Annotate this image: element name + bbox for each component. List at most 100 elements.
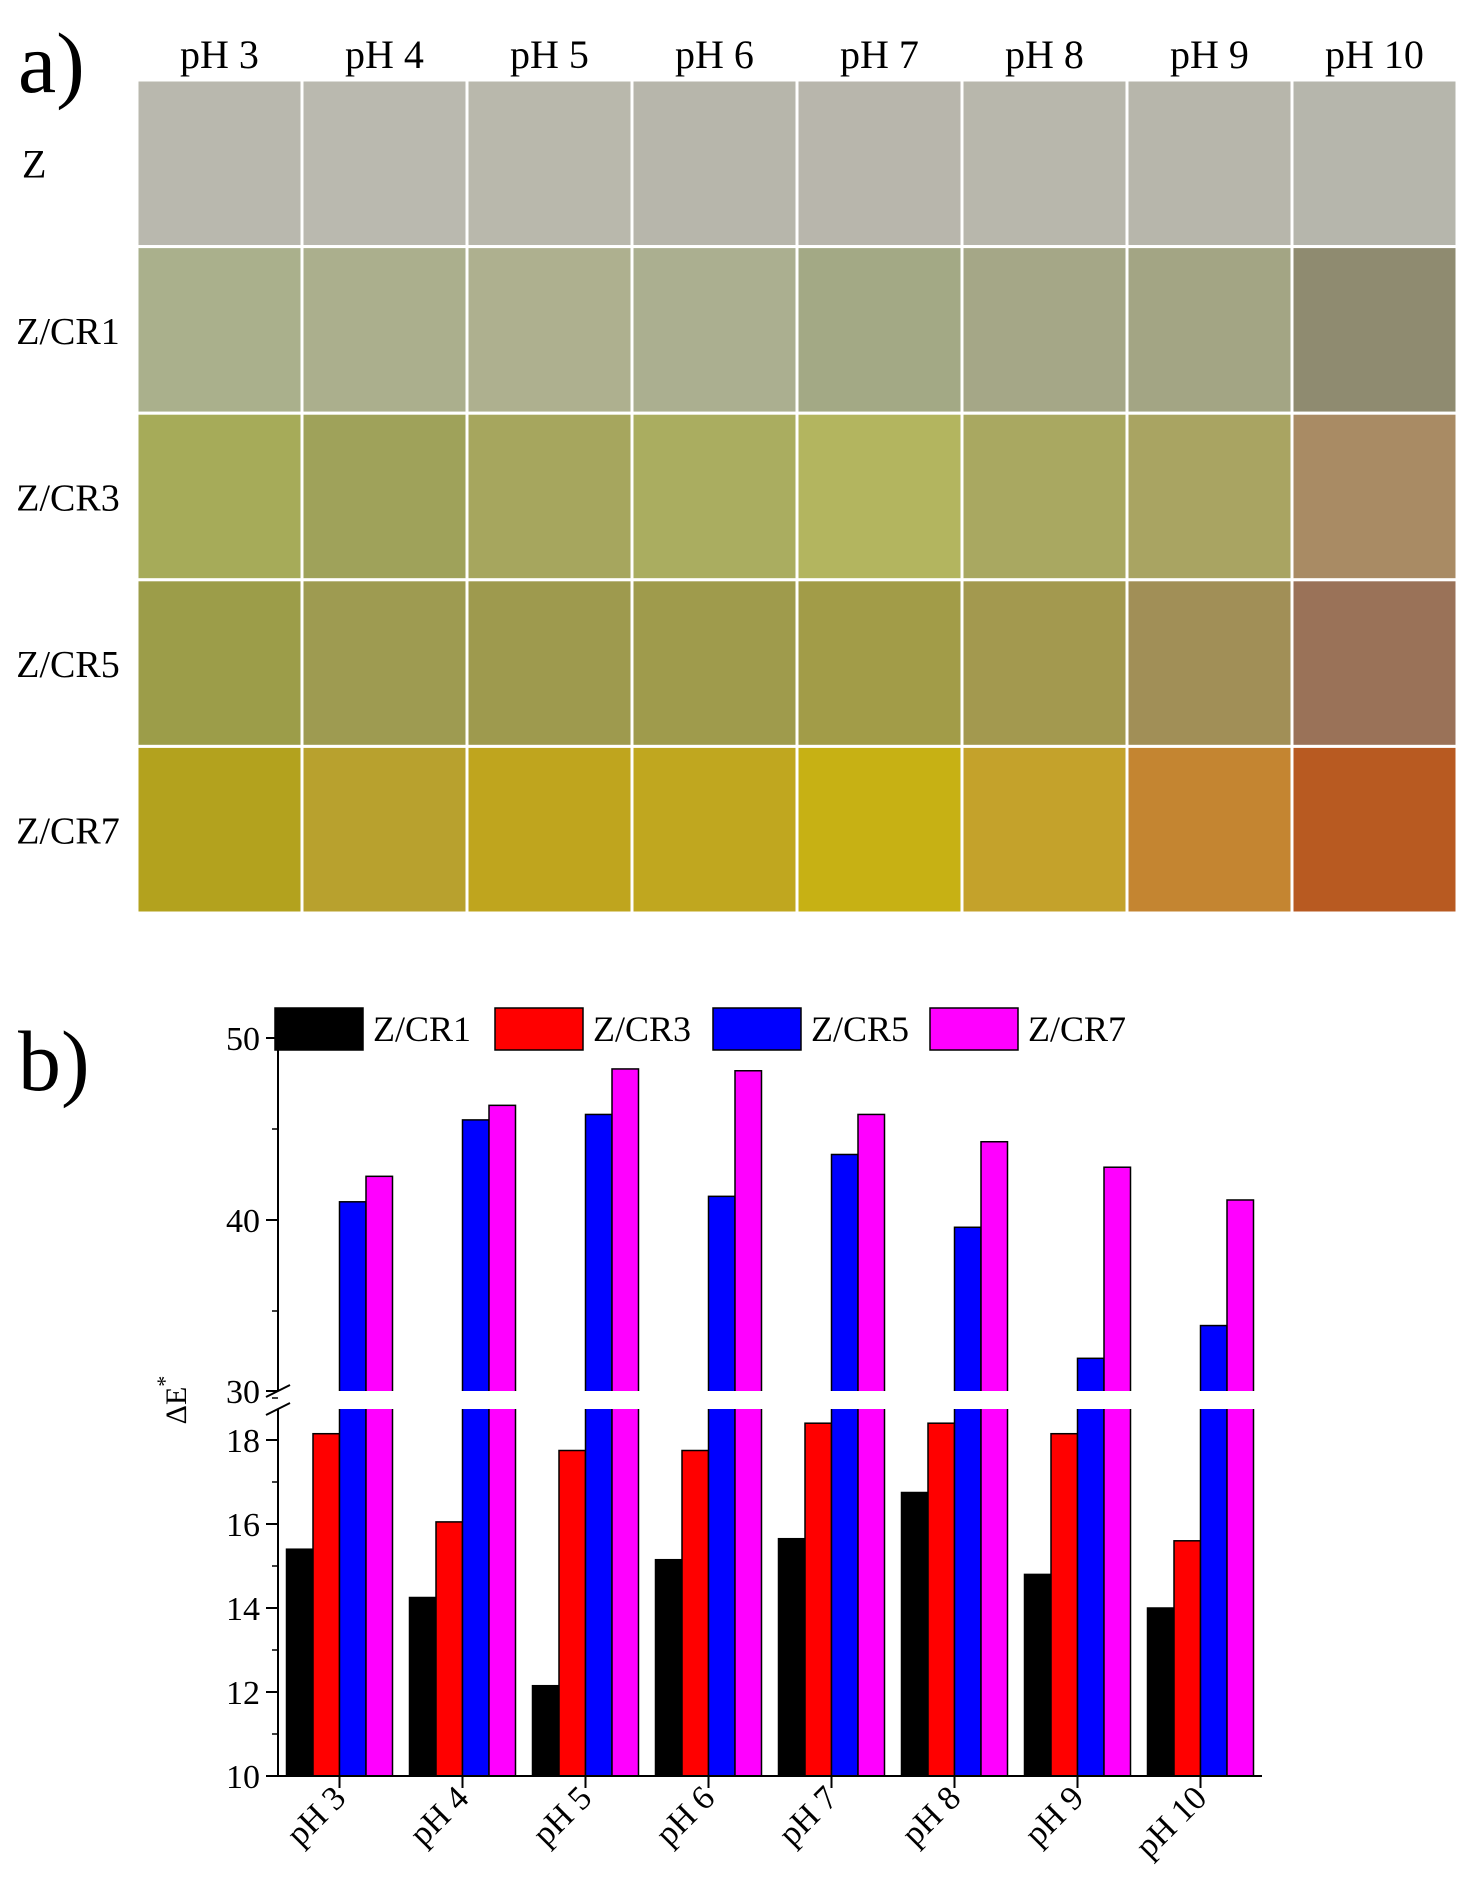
film-swatch <box>1290 78 1459 249</box>
film-swatch <box>300 245 469 415</box>
bar-z-cr5-ph3 <box>338 1201 367 1777</box>
film-swatch <box>1125 578 1294 748</box>
film-swatch <box>630 578 799 748</box>
row-label: Z <box>22 141 46 186</box>
column-header: pH 3 <box>180 32 259 77</box>
bar-z-cr1-ph7 <box>777 1537 806 1777</box>
bar-z-cr5-ph5 <box>584 1113 613 1777</box>
bar-z-cr3-ph4 <box>435 1521 464 1777</box>
film-swatch <box>1290 245 1459 415</box>
film-swatch <box>795 78 964 249</box>
column-header: pH 6 <box>675 32 754 77</box>
film-swatch <box>795 245 964 415</box>
legend-swatch <box>274 1007 364 1051</box>
row-label: Z/CR7 <box>16 811 119 853</box>
film-swatch <box>465 578 634 748</box>
film-swatch <box>135 245 304 415</box>
bar-z-cr1-ph8 <box>900 1491 929 1777</box>
film-swatch <box>1125 411 1294 582</box>
legend-swatch <box>712 1007 802 1051</box>
film-swatch <box>465 411 634 582</box>
panel-a-swatch-grid <box>135 78 1459 915</box>
bar-z-cr3-ph10 <box>1173 1540 1202 1777</box>
legend: Z/CR1 Z/CR3 Z/CR5 Z/CR7 <box>274 1007 1126 1051</box>
panel-b-label: b) <box>18 1013 90 1109</box>
bar-z-cr5-ph6 <box>707 1195 736 1777</box>
legend-swatch <box>929 1007 1019 1051</box>
bar-z-cr1-ph4 <box>408 1596 437 1777</box>
film-swatch <box>960 578 1129 748</box>
y-tick-label: 50 <box>226 1021 260 1058</box>
column-header: pH 9 <box>1170 32 1249 77</box>
legend-swatch <box>494 1007 584 1051</box>
legend-label: Z/CR5 <box>811 1009 909 1049</box>
bar-z-cr3-ph9 <box>1050 1432 1079 1777</box>
y-tick-label: 10 <box>226 1759 260 1796</box>
bar-z-cr7-ph3 <box>365 1175 394 1777</box>
film-swatch <box>300 744 469 915</box>
bar-z-cr7-ph10 <box>1226 1199 1255 1777</box>
y-axis-label-text: ΔE <box>160 1387 193 1425</box>
bar-z-cr7-ph7 <box>857 1113 886 1777</box>
bar-z-cr1-ph10 <box>1146 1607 1175 1777</box>
bar-z-cr5-ph9 <box>1076 1357 1105 1777</box>
film-swatch <box>300 411 469 582</box>
x-tick-label: pH 9 <box>1018 1779 1092 1853</box>
y-tick-label: 16 <box>226 1507 260 1544</box>
column-header: pH 5 <box>510 32 589 77</box>
bar-z-cr1-ph5 <box>531 1684 560 1777</box>
bar-z-cr7-ph9 <box>1103 1166 1132 1777</box>
column-header: pH 8 <box>1005 32 1084 77</box>
film-swatch <box>960 744 1129 915</box>
film-swatch <box>795 744 964 915</box>
y-axis-label: ΔE* <box>152 1376 193 1425</box>
film-swatch <box>1290 744 1459 915</box>
y-tick-label: 12 <box>226 1675 260 1712</box>
film-swatch <box>1125 744 1294 915</box>
row-label: Z/CR5 <box>16 644 119 686</box>
bar-z-cr1-ph6 <box>654 1558 683 1777</box>
film-swatch <box>630 411 799 582</box>
film-swatch <box>300 78 469 249</box>
bar-z-cr5-ph4 <box>461 1119 490 1777</box>
film-swatch <box>300 578 469 748</box>
film-swatch <box>465 78 634 249</box>
y-tick-label: 18 <box>226 1423 260 1460</box>
bar-z-cr7-ph6 <box>734 1070 763 1777</box>
bar-z-cr1-ph9 <box>1023 1573 1052 1777</box>
x-tick-label: pH 6 <box>649 1779 723 1853</box>
column-header: pH 10 <box>1325 32 1424 77</box>
film-swatch <box>960 411 1129 582</box>
bar-z-cr3-ph7 <box>804 1422 833 1777</box>
column-header: pH 4 <box>345 32 424 77</box>
film-swatch <box>1125 245 1294 415</box>
film-swatch <box>465 744 634 915</box>
legend-label: Z/CR7 <box>1028 1009 1126 1049</box>
panel-a-column-headers: pH 3 pH 4 pH 5 pH 6 pH 7 pH 8 pH 9 pH 10 <box>180 32 1424 77</box>
bar-z-cr3-ph6 <box>681 1449 710 1777</box>
bar-z-cr5-ph8 <box>953 1226 982 1777</box>
film-swatch <box>465 245 634 415</box>
film-swatch <box>135 78 304 249</box>
film-swatch <box>795 578 964 748</box>
bar-z-cr3-ph5 <box>558 1449 587 1777</box>
y-tick-label: 14 <box>226 1591 260 1628</box>
film-swatch <box>1125 78 1294 249</box>
panel-a-row-labels: Z Z/CR1 Z/CR3 Z/CR5 Z/CR7 <box>16 141 119 852</box>
film-swatch <box>135 744 304 915</box>
legend-label: Z/CR1 <box>373 1009 471 1049</box>
film-swatch <box>960 245 1129 415</box>
panel-a-label: a) <box>18 15 85 111</box>
film-swatch <box>795 411 964 582</box>
y-tick-label: 40 <box>226 1203 260 1240</box>
film-swatch <box>135 578 304 748</box>
film-swatch <box>960 78 1129 249</box>
bar-z-cr3-ph3 <box>312 1432 341 1777</box>
bar-z-cr5-ph7 <box>830 1153 859 1777</box>
x-tick-label: pH 7 <box>772 1779 846 1853</box>
bar-chart: pH 3 pH 4 pH 5 pH 6 pH 7 pH 8 pH 9 pH 10 10 12 14 1… <box>152 1021 1266 1865</box>
y-axis-label-superscript: * <box>152 1376 177 1387</box>
bar-z-cr3-ph8 <box>927 1422 956 1777</box>
x-tick-label: pH 3 <box>280 1779 354 1853</box>
